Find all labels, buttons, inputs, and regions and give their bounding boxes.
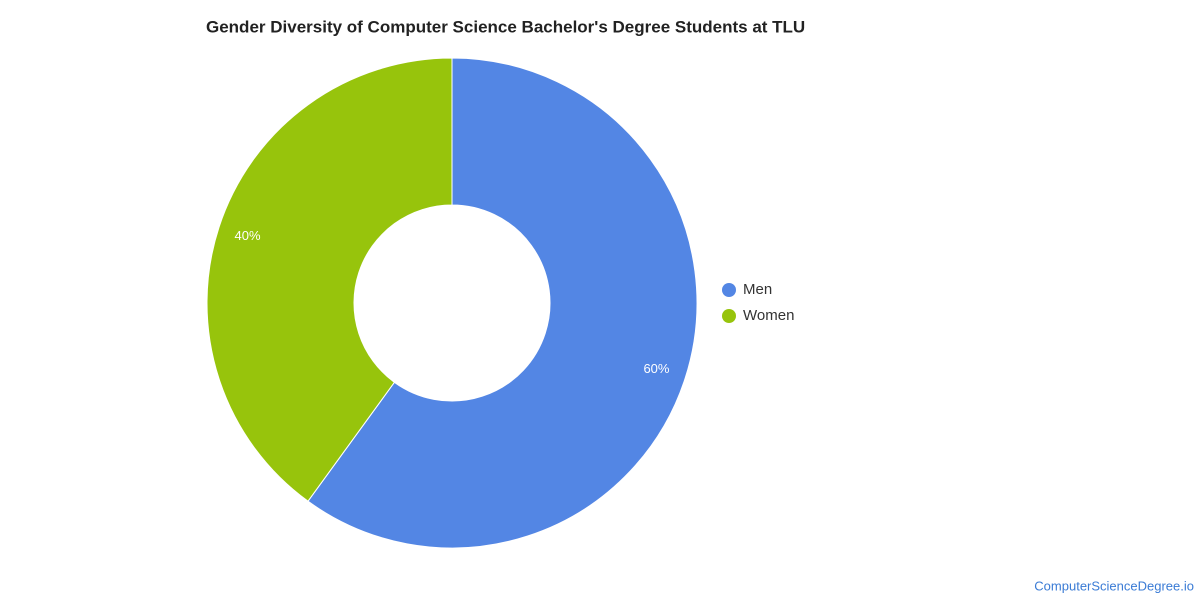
value-label: 60%: [643, 361, 669, 376]
value-label: 40%: [235, 228, 261, 243]
chart-title: Gender Diversity of Computer Science Bac…: [206, 17, 805, 36]
donut-segment: [307, 57, 698, 549]
source-credit[interactable]: ComputerScienceDegree.io: [1034, 578, 1194, 593]
legend-marker: [722, 309, 736, 323]
legend-label: Women: [743, 307, 794, 324]
legend-marker: [722, 283, 736, 297]
legend-label: Men: [743, 281, 772, 298]
donut-segment: [206, 57, 453, 502]
